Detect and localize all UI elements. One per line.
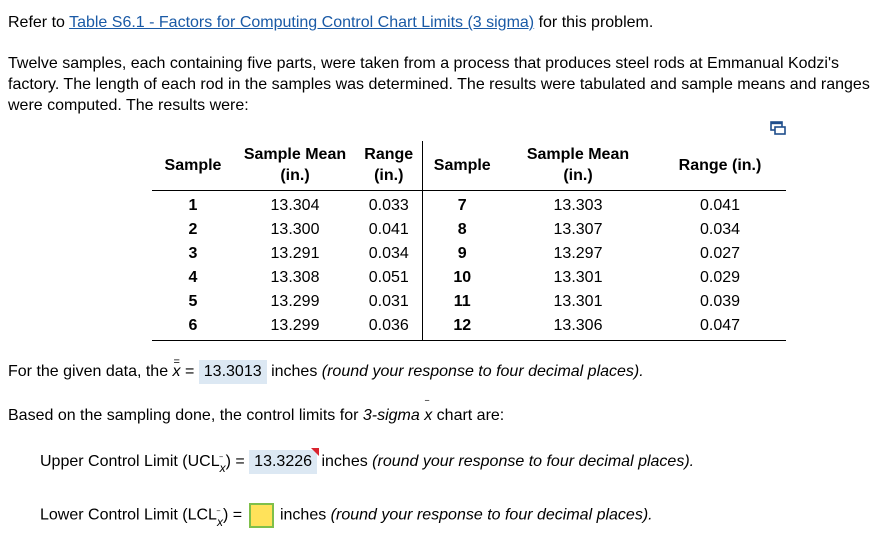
question-control-limits: Based on the sampling done, the control …	[8, 400, 504, 427]
x-bar-symbol: ‾ x	[424, 400, 433, 425]
header-range-2: Range (in.)	[654, 141, 786, 191]
table-cell: 0.027	[699, 245, 741, 262]
table-row: 2 13.300 0.041 8 13.307 0.034	[152, 218, 786, 242]
table-cell: 6	[152, 314, 234, 341]
table-cell: 13.304	[270, 197, 320, 214]
table-cell: 1	[188, 197, 198, 214]
table-cell: 0.041	[356, 218, 423, 242]
table-cell: 13.301	[553, 269, 603, 286]
table-row: 3 13.291 0.034 9 13.297 0.027	[152, 242, 786, 266]
header-sample-2: Sample	[422, 141, 502, 191]
table-row: 5 13.299 0.031 11 13.301 0.039	[152, 290, 786, 314]
table-cell: 13.297	[553, 245, 603, 262]
table-header-row: Sample Sample Mean (in.) Range (in.) Sampl…	[152, 141, 786, 191]
table-cell: 5	[188, 293, 198, 310]
table-cell: 9	[457, 245, 467, 262]
table-cell: 4	[188, 269, 198, 286]
table-cell: 11	[453, 293, 471, 310]
table-cell: 2	[188, 221, 198, 238]
table-row: 6 13.299 0.036 12 13.306 0.047	[152, 314, 786, 341]
table-cell: 13.307	[553, 221, 603, 238]
question-grand-mean: For the given data, the = x = 13.3013 inc…	[8, 356, 644, 384]
table-cell: 0.036	[356, 314, 423, 341]
copy-icon[interactable]	[770, 121, 786, 135]
lcl-input[interactable]	[248, 503, 274, 528]
table-cell: 13.299	[234, 314, 356, 341]
table-cell: 13.291	[270, 245, 320, 262]
lcl-line: Lower Control Limit (LCL ‾ x) = inches (ro…	[40, 503, 653, 533]
header-sample: Sample	[152, 141, 234, 191]
table-cell: 0.034	[356, 242, 423, 266]
ucl-subscript: ‾ x	[219, 456, 226, 475]
table-cell: 0.034	[699, 221, 741, 238]
lcl-subscript: ‾ x	[216, 509, 223, 529]
intro-prefix: Refer to	[8, 14, 70, 31]
table-cell: 13.308	[270, 269, 320, 286]
table-row: 4 13.308 0.051 10 13.301 0.029	[152, 266, 786, 290]
sample-data-table: Sample Sample Mean (in.) Range (in.) Sampl…	[152, 141, 786, 341]
intro-suffix: for this problem.	[534, 14, 654, 31]
table-cell: 10	[453, 269, 472, 286]
header-sample-mean-2: Sample Mean (in.)	[502, 141, 654, 191]
table-cell: 13.301	[553, 293, 603, 310]
table-cell: 13.299	[270, 293, 320, 310]
problem-description: Twelve samples, each containing five par…	[8, 55, 870, 114]
table-cell: 12	[422, 314, 502, 341]
table-cell: 0.033	[356, 190, 423, 218]
table-cell: 0.031	[356, 290, 423, 314]
grand-mean-answer[interactable]: 13.3013	[198, 360, 267, 384]
table-cell: 0.051	[356, 266, 423, 290]
header-range: Range (in.)	[356, 141, 423, 191]
table-cell: 13.306	[502, 314, 654, 341]
table-cell: 3	[188, 245, 198, 262]
ucl-answer[interactable]: 13.3226	[249, 448, 320, 474]
table-cell: 0.039	[699, 293, 741, 310]
table-cell: 0.041	[699, 197, 741, 214]
table-cell: 8	[457, 221, 467, 238]
table-row: 1 13.304 0.033 7 13.303 0.041	[152, 190, 786, 218]
ucl-line: Upper Control Limit (UCL ‾ x) = 13.3226 in…	[40, 448, 694, 479]
table-cell: 13.303	[553, 197, 603, 214]
table-cell: 13.300	[270, 221, 320, 238]
intro-line: Refer to Table S6.1 - Factors for Comput…	[8, 12, 653, 33]
table-cell: 0.047	[654, 314, 786, 341]
table-cell: 0.029	[699, 269, 741, 286]
table-s6-1-link[interactable]: Table S6.1 - Factors for Computing Contr…	[69, 14, 535, 31]
header-sample-mean: Sample Mean (in.)	[234, 141, 356, 191]
table-cell: 7	[457, 197, 467, 214]
x-double-bar-symbol: = x	[172, 356, 181, 381]
rounding-note: (round your response to four decimal pla…	[321, 363, 644, 380]
incorrect-flag-icon	[311, 448, 320, 456]
